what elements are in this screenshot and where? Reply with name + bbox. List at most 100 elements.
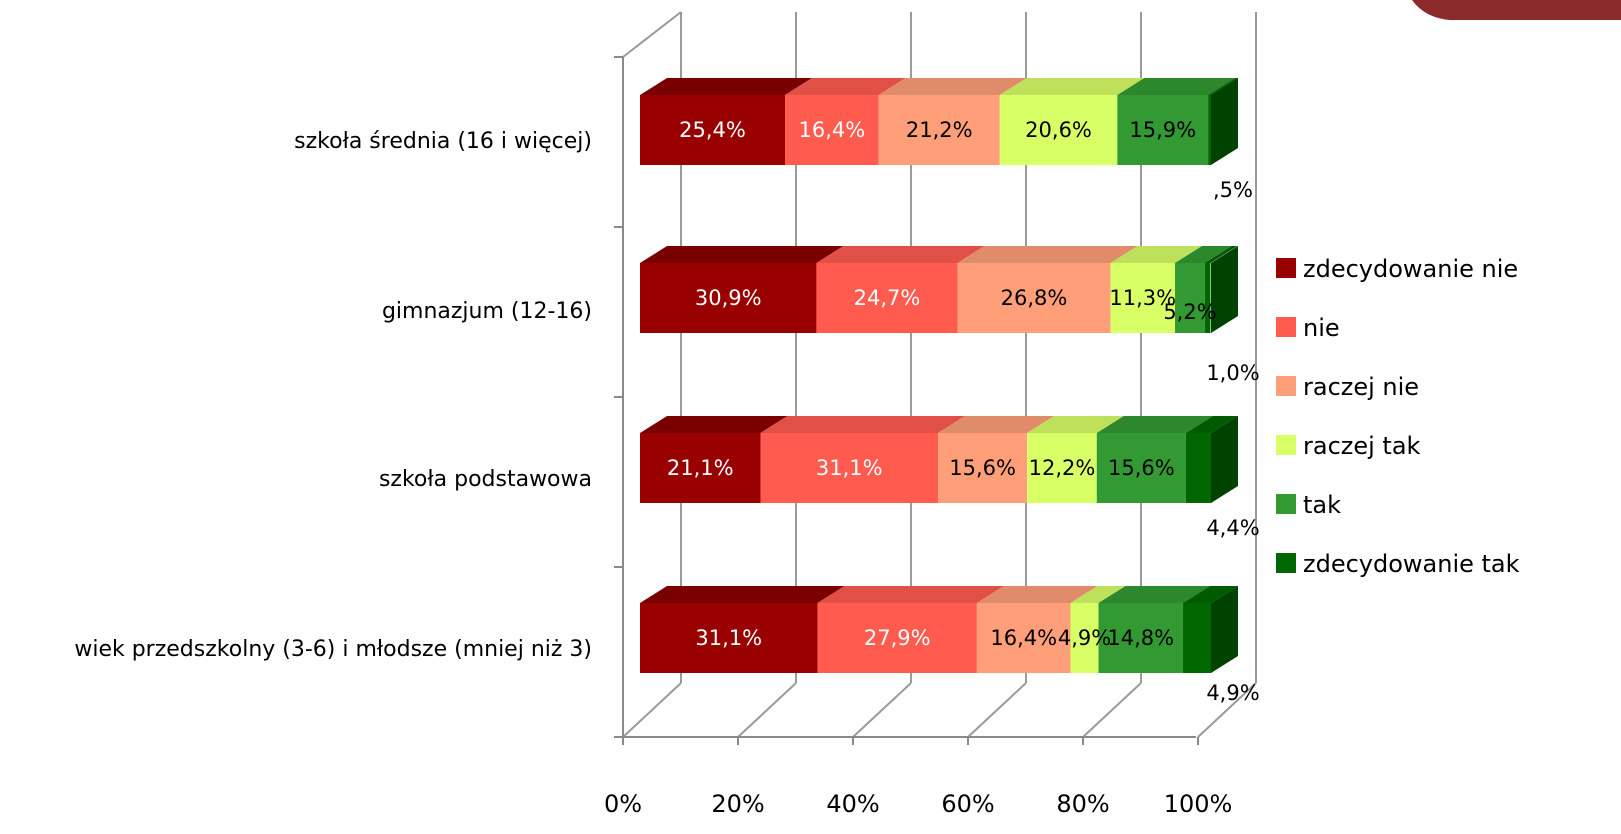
- corner-decoration: [1412, 0, 1621, 20]
- data-label: 20,6%: [1025, 118, 1092, 142]
- bar-top-face: [640, 416, 788, 433]
- bar-segment: [640, 433, 761, 503]
- data-label: 4,9%: [1058, 626, 1111, 650]
- bar-segment: [999, 95, 1118, 165]
- x-tick-label: 100%: [1164, 790, 1233, 818]
- floor-line: [622, 682, 682, 738]
- bar-segment: [1096, 433, 1186, 503]
- bar-segment: [816, 263, 958, 333]
- floor-line: [737, 682, 797, 738]
- bar-top-face: [1110, 246, 1203, 263]
- bar-top-face: [1027, 416, 1124, 433]
- data-label: 12,2%: [1029, 456, 1096, 480]
- data-label: 24,7%: [854, 286, 921, 310]
- bar-top-face: [816, 246, 985, 263]
- bar-top-face: [878, 78, 1027, 95]
- bar-segment: [938, 433, 1028, 503]
- bar-segment: [785, 95, 879, 165]
- bar-top-face: [640, 246, 844, 263]
- legend-swatch: [1276, 435, 1296, 455]
- legend-label: raczej nie: [1303, 373, 1419, 401]
- legend-label: nie: [1303, 314, 1340, 342]
- data-label: 16,4%: [990, 626, 1057, 650]
- legend: zdecydowanie nie nie raczej nie raczej tak t…: [1276, 255, 1520, 578]
- data-label: 31,1%: [816, 456, 883, 480]
- category-axis: [614, 56, 1196, 738]
- bar-top-face: [938, 416, 1055, 433]
- data-label: 27,9%: [864, 626, 931, 650]
- bar-segment: [1070, 603, 1099, 673]
- legend-label: raczej tak: [1303, 432, 1421, 460]
- bar-segment: [640, 95, 786, 165]
- legend-swatch: [1276, 317, 1296, 337]
- bar-segment: [1027, 433, 1097, 503]
- data-label: 25,4%: [679, 118, 746, 142]
- data-labels: 31,1% 27,9% 16,4% 4,9%14,8%4,9%21,1% 31,1% 15…: [667, 118, 1260, 705]
- bar-top-face: [640, 78, 813, 95]
- data-label: 14,8%: [1107, 626, 1174, 650]
- bar-segment: [957, 263, 1111, 333]
- bar-side-face: [1211, 78, 1238, 165]
- legend-swatch: [1276, 376, 1296, 396]
- data-label: 30,9%: [695, 286, 762, 310]
- legend-swatch: [1276, 258, 1296, 278]
- x-tick-label: 80%: [1056, 790, 1109, 818]
- bar-segment: [640, 263, 817, 333]
- legend-swatch: [1276, 553, 1296, 573]
- floor-line: [852, 682, 912, 738]
- category-label: szkoła średnia (16 i więcej): [294, 129, 592, 154]
- bar-top-face: [760, 416, 966, 433]
- legend-swatch: [1276, 494, 1296, 514]
- category-label: gimnazjum (12-16): [382, 299, 592, 324]
- data-label: 15,9%: [1129, 118, 1196, 142]
- category-label: szkoła podstawowa: [379, 467, 592, 492]
- bar-top-face: [1096, 416, 1213, 433]
- bar-segment: [1185, 433, 1211, 503]
- bar-top-face: [1175, 246, 1232, 263]
- data-label: 4,4%: [1206, 516, 1259, 540]
- bar-segment: [1110, 263, 1176, 333]
- wall-edge: [622, 11, 682, 58]
- bar-segment: [1183, 603, 1211, 673]
- bar-top-face: [785, 78, 906, 95]
- data-label: 5,2%: [1163, 300, 1216, 324]
- bar-side-face: [1211, 246, 1238, 333]
- x-tick-label: 0%: [604, 790, 642, 818]
- bar-segment: [1208, 95, 1211, 165]
- bar-segment: [760, 433, 939, 503]
- data-label: 15,6%: [1108, 456, 1175, 480]
- floor-line: [1082, 682, 1142, 738]
- bar-segment: [1175, 263, 1205, 333]
- floor-line: [1197, 682, 1257, 738]
- data-label: 15,6%: [949, 456, 1016, 480]
- floor-line: [967, 682, 1027, 738]
- bar-segment: [1117, 95, 1209, 165]
- bar-top-face: [1204, 246, 1238, 263]
- bar-segment: [640, 603, 818, 673]
- x-tick-label: 60%: [941, 790, 994, 818]
- data-label: ,5%: [1213, 178, 1253, 202]
- bar-segment: [976, 603, 1071, 673]
- data-label: 21,2%: [906, 118, 973, 142]
- legend-label: tak: [1303, 491, 1341, 519]
- bar-top-face: [999, 78, 1145, 95]
- bar-segment: [878, 95, 1000, 165]
- data-label: 26,8%: [1001, 286, 1068, 310]
- x-axis-ticks: 0% 20% 40% 60% 80% 100%: [604, 737, 1232, 818]
- bar-top-face: [1208, 78, 1238, 95]
- x-tick-label: 20%: [711, 790, 764, 818]
- data-label: 11,3%: [1109, 286, 1176, 310]
- bar-top-face: [976, 586, 1098, 603]
- data-label: 1,0%: [1206, 361, 1259, 385]
- legend-label: zdecydowanie tak: [1303, 550, 1520, 578]
- category-label: wiek przedszkolny (3-6) i młodsze (mniej…: [74, 637, 592, 662]
- bar-segment: [817, 603, 977, 673]
- bar-segment: [1098, 603, 1184, 673]
- bar-top-face: [957, 246, 1138, 263]
- bar-top-face: [1185, 416, 1238, 433]
- bar-top-face: [1183, 586, 1238, 603]
- bar-top-face: [1070, 586, 1126, 603]
- bar-side-face: [1211, 586, 1238, 673]
- category-labels: wiek przedszkolny (3-6) i młodsze (mniej…: [74, 129, 592, 662]
